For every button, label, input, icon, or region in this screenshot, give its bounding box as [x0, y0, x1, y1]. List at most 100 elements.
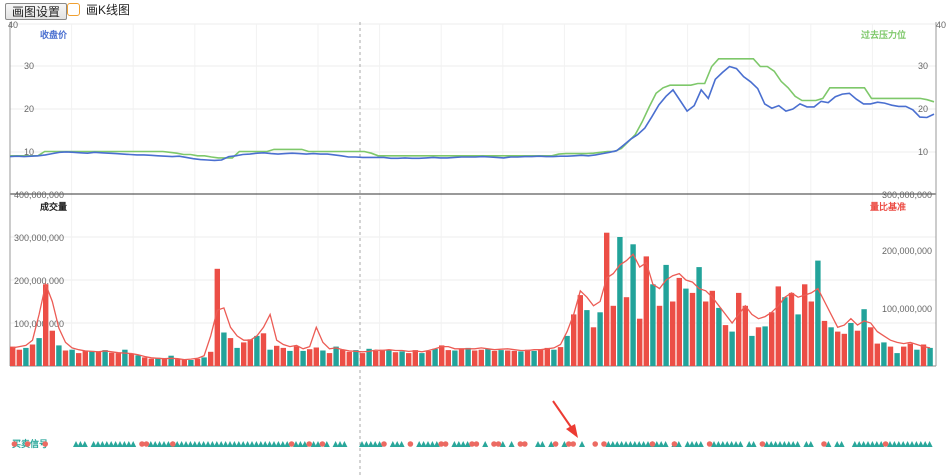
price-tick-right-10: 10	[918, 147, 928, 157]
volume-bar	[214, 268, 220, 366]
volume-tick-right-1: 100,000,000	[882, 304, 932, 314]
buy-signal-marker	[750, 441, 757, 447]
buy-signal-marker	[425, 441, 431, 447]
volume-bar	[597, 312, 603, 367]
volume-bar	[643, 256, 649, 366]
price-tick-left-30: 30	[24, 61, 34, 71]
volume-bar	[465, 347, 471, 366]
buy-signal-marker	[631, 441, 638, 447]
buy-signal-marker	[636, 441, 643, 447]
volume-bar	[122, 349, 128, 366]
volume-bar	[95, 351, 102, 366]
volume-bar	[709, 290, 715, 367]
volume-bar	[439, 345, 445, 366]
volume-bar	[887, 346, 894, 366]
volume-bar	[808, 301, 814, 366]
sell-signal-marker	[601, 441, 607, 447]
buy-signal-marker	[904, 441, 911, 447]
buy-signal-marker	[561, 441, 568, 447]
buy-signal-marker	[125, 441, 132, 447]
volume-bar	[425, 350, 432, 366]
volume-bar	[254, 335, 260, 366]
buy-signal-marker	[416, 441, 423, 447]
volume-bar	[445, 350, 451, 366]
volume-bar	[524, 349, 531, 366]
buy-signal-marker	[719, 441, 726, 447]
volume-bar	[115, 353, 121, 366]
volume-bar	[247, 339, 253, 366]
buy-signal-marker	[279, 441, 286, 447]
sell-signal-marker	[11, 441, 18, 447]
volume-bar	[452, 350, 458, 366]
buy-signal-marker	[262, 441, 269, 447]
buy-signal-marker	[838, 441, 845, 447]
buy-signal-marker	[187, 441, 194, 447]
sell-signal-marker	[319, 441, 326, 447]
volume-bar	[379, 349, 385, 366]
buy-signal-marker	[891, 441, 898, 447]
sell-signal-marker	[139, 441, 145, 447]
volume-bar	[531, 350, 537, 366]
volume-bar	[260, 333, 267, 366]
volume-bar	[623, 297, 630, 366]
volume-bar	[511, 350, 517, 366]
buy-signal-marker	[323, 441, 330, 447]
buy-signal-marker	[183, 441, 189, 447]
buy-signal-marker	[785, 441, 792, 447]
kline-checkbox[interactable]	[67, 3, 80, 16]
volume-bar	[175, 359, 181, 366]
chart-settings-button[interactable]: 画图设置	[5, 3, 68, 20]
sell-signal-marker	[438, 441, 445, 447]
volume-bar	[775, 286, 781, 366]
buy-signal-marker	[376, 441, 383, 447]
buy-signal-marker	[807, 441, 814, 447]
buy-signal-marker	[865, 441, 871, 447]
sell-signal-marker	[381, 441, 387, 447]
buy-signal-marker	[455, 441, 462, 447]
sell-signal-marker	[288, 441, 295, 447]
volume-bar	[340, 349, 346, 366]
volume-bar	[485, 348, 491, 366]
volume-tick-left-4: 400,000,000	[14, 190, 64, 200]
buy-signal-marker	[623, 441, 629, 447]
volume-bar	[234, 347, 240, 366]
resistance-label: 过去压力位	[861, 29, 906, 40]
buy-signal-marker	[227, 441, 233, 447]
buy-signal-marker	[781, 441, 788, 447]
buy-signal-marker	[147, 441, 154, 447]
volume-bar	[69, 349, 75, 366]
buy-signal-marker	[763, 441, 770, 447]
volume-bar	[854, 330, 861, 366]
sell-signal-marker	[882, 441, 889, 447]
sell-signal-marker	[442, 441, 449, 447]
volume-bar	[617, 237, 623, 366]
sell-signal-marker	[759, 441, 766, 447]
buy-signal-marker	[675, 441, 682, 447]
volume-bar	[821, 320, 828, 366]
volume-bar	[795, 314, 801, 366]
volume-bar	[227, 338, 234, 366]
buy-signal-marker	[310, 441, 317, 447]
buy-signal-marker	[95, 441, 101, 447]
volume-bar	[907, 343, 913, 366]
buy-signal-marker	[539, 441, 546, 447]
volume-bar	[762, 326, 768, 366]
volume-bar	[135, 355, 141, 367]
sell-signal-marker	[821, 441, 827, 447]
buy-signal-marker	[108, 441, 115, 447]
volume-bars	[10, 232, 933, 367]
buy-signal-marker	[869, 441, 876, 447]
volume-bar	[590, 327, 597, 366]
buy-signal-marker	[196, 441, 203, 447]
buy-signal-marker	[482, 441, 489, 447]
buy-signal-marker	[205, 441, 211, 447]
volume-bar	[313, 347, 319, 366]
buy-signal-marker	[112, 441, 119, 447]
buy-signal-marker	[728, 441, 735, 447]
buy-signal-marker	[926, 441, 933, 447]
sell-signal-marker	[649, 441, 656, 447]
volume-bar	[630, 244, 636, 366]
volume-bar	[920, 344, 927, 366]
volume-bar	[194, 358, 201, 366]
buy-signal-marker	[653, 441, 660, 447]
